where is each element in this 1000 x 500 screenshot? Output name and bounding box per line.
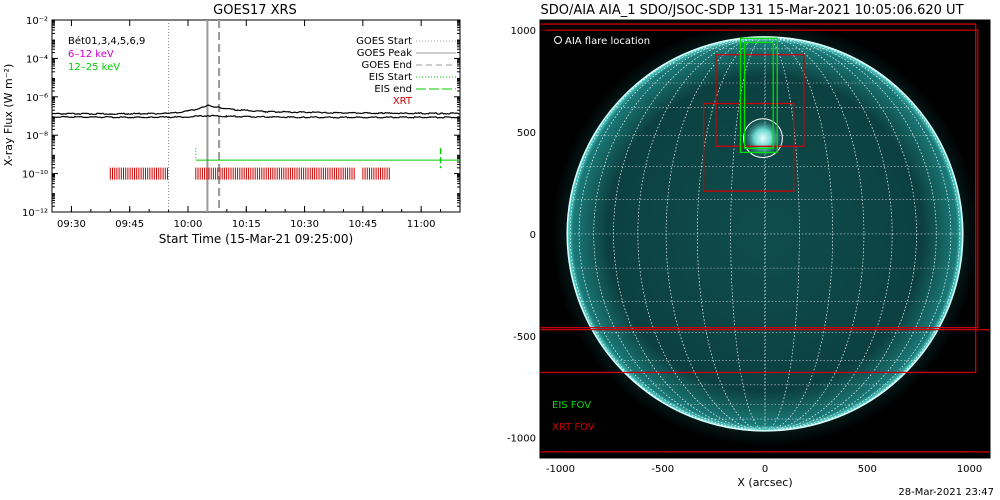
goes-x-tick-label: 10:30 (290, 219, 319, 230)
timestamp: 28-Mar-2021 23:47 (898, 487, 994, 498)
aia-y-tick-label: 1000 (511, 26, 536, 37)
aia-y-tick-label: -1000 (507, 434, 536, 445)
aia-x-tick-label: 0 (762, 464, 768, 475)
xrt-exposures (196, 168, 354, 180)
xrt-fov-label: XRT FOV (552, 422, 595, 433)
goes-x-tick-label: 09:45 (115, 219, 144, 230)
goes-y-tick-label: 10⁻⁸ (26, 131, 48, 142)
xrt-exposures (110, 168, 167, 180)
goes-xrs-chart: GOES17 XRS X-ray Flux (W m⁻²) Start Time… (2, 3, 460, 246)
goes-x-tick-label: 09:30 (57, 219, 86, 230)
eis-fov-label: EIS FOV (552, 400, 591, 411)
goes-x-tick-label: 10:45 (348, 219, 377, 230)
goes-y-tick-label: 10⁻⁶ (26, 93, 48, 104)
goes-y-tick-label: 10⁻¹² (22, 208, 48, 219)
aia-plot-area: AIA flare location EIS FOV XRT FOV (532, 20, 994, 458)
goes-legend-right-label: EIS Start (369, 72, 412, 83)
aia-y-tick-label: 500 (517, 128, 536, 139)
aia-x-tick-label: 1000 (957, 464, 982, 475)
xrt-exposures (363, 168, 389, 180)
goes-legend-right-label: GOES End (362, 60, 412, 71)
goes-legend-left-entry: 6–12 keV (68, 49, 114, 60)
goes-y-axis-label: X-ray Flux (W m⁻²) (2, 64, 15, 166)
goes-legend-right-label: GOES Start (356, 36, 412, 47)
aia-x-tick-label: -500 (651, 464, 674, 475)
goes-legend-left-entry: Bét01,3,4,5,6,9 (68, 35, 145, 47)
goes-legend-right-label: XRT (393, 96, 413, 107)
aia-image-chart: SDO/AIA AIA_1 SDO/JSOC-SDP 131 15-Mar-20… (507, 3, 994, 498)
flare-legend-label: AIA flare location (565, 36, 650, 47)
goes-series-line (52, 115, 460, 118)
goes-legend-right-label: GOES Peak (357, 48, 412, 59)
goes-y-tick-label: 10⁻¹⁰ (22, 170, 48, 181)
aia-x-axis-label: X (arcsec) (737, 476, 792, 489)
flare-emission (741, 116, 785, 160)
goes-legend: Bét01,3,4,5,6,9 6–12 keV 12–25 keV GOES Sta… (68, 35, 456, 107)
goes-x-tick-label: 10:15 (232, 219, 261, 230)
goes-y-tick-label: 10⁻⁴ (26, 54, 48, 65)
goes-chart-title: GOES17 XRS (213, 3, 297, 18)
goes-y-tick-label: 10⁻² (26, 16, 48, 27)
goes-legend-right-label: EIS end (374, 84, 412, 95)
goes-x-tick-label: 11:00 (407, 219, 436, 230)
aia-x-tick-label: -1000 (546, 464, 575, 475)
goes-x-tick-label: 10:00 (174, 219, 203, 230)
aia-x-tick-label: 500 (858, 464, 877, 475)
aia-y-tick-label: 0 (530, 230, 536, 241)
goes-legend-left-entry: 12–25 keV (68, 62, 120, 73)
aia-chart-title: SDO/AIA AIA_1 SDO/JSOC-SDP 131 15-Mar-20… (540, 3, 963, 18)
aia-y-tick-label: -500 (513, 332, 536, 343)
goes-x-axis-label: Start Time (15-Mar-21 09:25:00) (159, 232, 353, 246)
